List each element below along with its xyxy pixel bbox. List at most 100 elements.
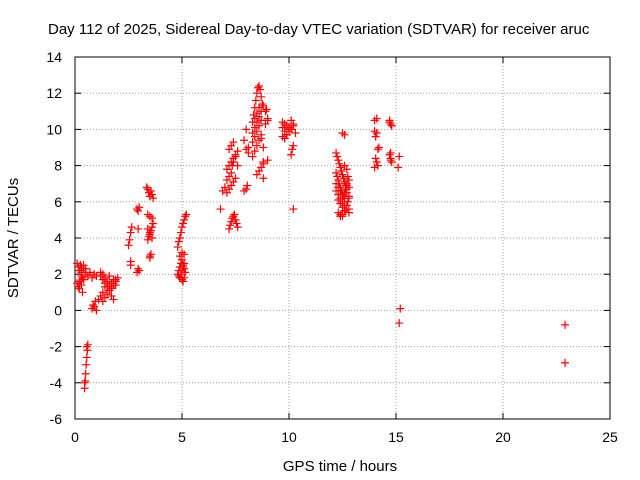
data-point bbox=[109, 279, 118, 288]
data-point bbox=[143, 210, 152, 219]
data-point bbox=[374, 143, 383, 152]
data-point bbox=[252, 170, 261, 179]
data-point bbox=[126, 228, 135, 237]
data-point bbox=[252, 118, 261, 127]
data-point bbox=[253, 83, 262, 92]
data-point bbox=[126, 261, 135, 270]
data-point bbox=[181, 212, 190, 221]
data-point bbox=[343, 172, 352, 181]
data-point bbox=[100, 293, 109, 302]
data-point bbox=[182, 210, 191, 219]
data-point bbox=[340, 188, 349, 197]
data-point bbox=[175, 252, 184, 261]
data-point bbox=[98, 270, 107, 279]
data-point bbox=[395, 152, 404, 161]
data-point bbox=[336, 199, 345, 208]
data-point bbox=[250, 114, 259, 123]
y-tick-label: 2 bbox=[54, 266, 62, 282]
axis-ticks: 0 5 10 15 20 25 -6 -4 -2 0 2 4 6 8 10 12 14 bbox=[46, 49, 618, 445]
data-point bbox=[82, 360, 91, 369]
data-point bbox=[336, 186, 345, 195]
data-point bbox=[148, 223, 157, 232]
data-point bbox=[107, 291, 116, 300]
data-point bbox=[289, 205, 298, 214]
y-tick-label: 4 bbox=[54, 230, 62, 246]
data-point bbox=[127, 223, 136, 232]
data-point bbox=[103, 277, 112, 286]
data-point bbox=[255, 167, 264, 176]
data-point bbox=[225, 224, 234, 233]
data-point bbox=[80, 378, 89, 387]
data-point bbox=[395, 319, 404, 328]
data-point bbox=[338, 203, 347, 212]
data-point bbox=[250, 132, 259, 141]
data-point bbox=[231, 215, 240, 224]
data-point bbox=[255, 112, 264, 121]
data-point bbox=[336, 210, 345, 219]
data-point bbox=[133, 268, 142, 277]
data-point bbox=[96, 291, 105, 300]
x-tick-label: 0 bbox=[71, 429, 79, 445]
data-point bbox=[180, 273, 189, 282]
data-point bbox=[179, 262, 188, 271]
data-point bbox=[337, 167, 346, 176]
data-point bbox=[92, 306, 101, 315]
chart-title: Day 112 of 2025, Sidereal Day-to-day VTE… bbox=[48, 21, 590, 38]
data-point bbox=[370, 116, 379, 125]
data-point bbox=[109, 295, 118, 304]
data-point bbox=[173, 243, 182, 252]
data-point bbox=[134, 264, 143, 273]
data-point bbox=[394, 163, 403, 172]
data-point bbox=[338, 170, 347, 179]
data-point bbox=[242, 125, 251, 134]
data-point bbox=[233, 147, 242, 156]
data-point bbox=[225, 172, 234, 181]
data-point bbox=[344, 194, 353, 203]
data-point bbox=[287, 116, 296, 125]
data-point bbox=[263, 114, 272, 123]
data-point bbox=[332, 168, 341, 177]
data-point bbox=[342, 201, 351, 210]
data-point bbox=[144, 232, 153, 241]
data-point bbox=[252, 141, 261, 150]
data-point bbox=[222, 188, 231, 197]
data-point bbox=[81, 376, 90, 385]
data-point bbox=[231, 152, 240, 161]
data-point bbox=[333, 152, 342, 161]
data-point bbox=[340, 206, 349, 215]
data-point bbox=[335, 179, 344, 188]
x-tick-label: 25 bbox=[602, 429, 618, 445]
data-point bbox=[133, 205, 142, 214]
data-point bbox=[255, 136, 264, 145]
data-point bbox=[107, 282, 116, 291]
data-point bbox=[244, 143, 253, 152]
data-point bbox=[372, 114, 381, 123]
data-point bbox=[229, 154, 238, 163]
data-point bbox=[263, 156, 272, 165]
data-point bbox=[229, 177, 238, 186]
data-point bbox=[261, 107, 270, 116]
x-tick-label: 20 bbox=[495, 429, 511, 445]
data-point bbox=[146, 226, 155, 235]
data-point bbox=[259, 159, 268, 168]
data-point bbox=[82, 342, 91, 351]
data-point bbox=[231, 174, 240, 183]
y-tick-label: -6 bbox=[50, 411, 63, 427]
data-point bbox=[335, 159, 344, 168]
y-tick-label: 14 bbox=[46, 49, 62, 65]
data-point bbox=[344, 205, 353, 214]
data-point bbox=[336, 163, 345, 172]
data-point bbox=[242, 185, 251, 194]
data-point bbox=[257, 163, 266, 172]
data-point bbox=[370, 163, 379, 172]
data-point bbox=[85, 268, 94, 277]
data-point bbox=[386, 156, 395, 165]
data-point bbox=[148, 190, 157, 199]
data-point bbox=[229, 138, 238, 147]
data-point bbox=[371, 154, 380, 163]
data-point bbox=[251, 96, 260, 105]
data-point bbox=[257, 134, 266, 143]
data-point bbox=[135, 203, 144, 212]
data-point bbox=[216, 205, 225, 214]
